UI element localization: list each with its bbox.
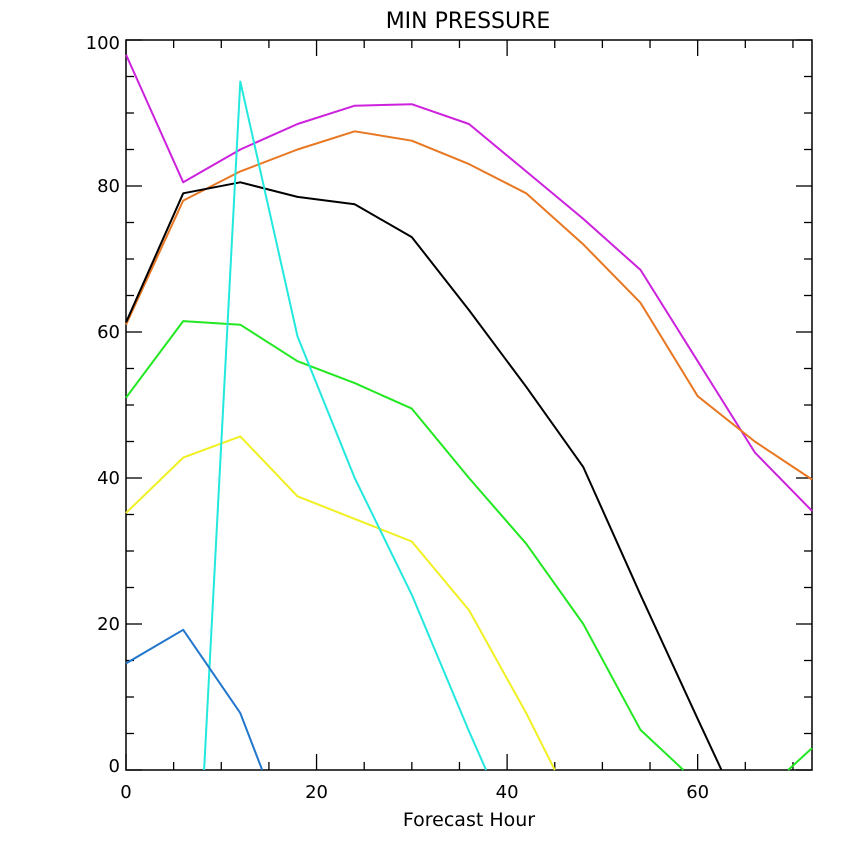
series-line-8 [125,628,264,771]
series-line-2 [125,130,813,481]
y-tick-label: 40 [97,468,120,489]
tick-labels: 0 20 40 60 0 20 40 60 80 100 [86,33,709,803]
chart-title: MIN PRESSURE [386,9,551,34]
y-tick-label: 0 [109,756,120,777]
x-tick-label: 60 [686,782,709,803]
x-tick-label: 20 [305,782,328,803]
y-tick-label: 100 [86,33,120,54]
series-line-6 [125,435,556,771]
series-line-4 [125,320,685,771]
series-line-1 [125,54,813,512]
x-axis-label: Forecast Hour [403,809,535,831]
series-line-5 [787,747,813,771]
y-tick-label: 80 [97,176,120,197]
x-tick-label: 0 [120,782,131,803]
series-layer [125,54,813,771]
series-line-3 [125,181,723,771]
series-line-7 [203,80,488,771]
x-tick-label: 40 [496,782,519,803]
y-tick-label: 60 [97,322,120,343]
y-tick-label: 20 [97,614,120,635]
